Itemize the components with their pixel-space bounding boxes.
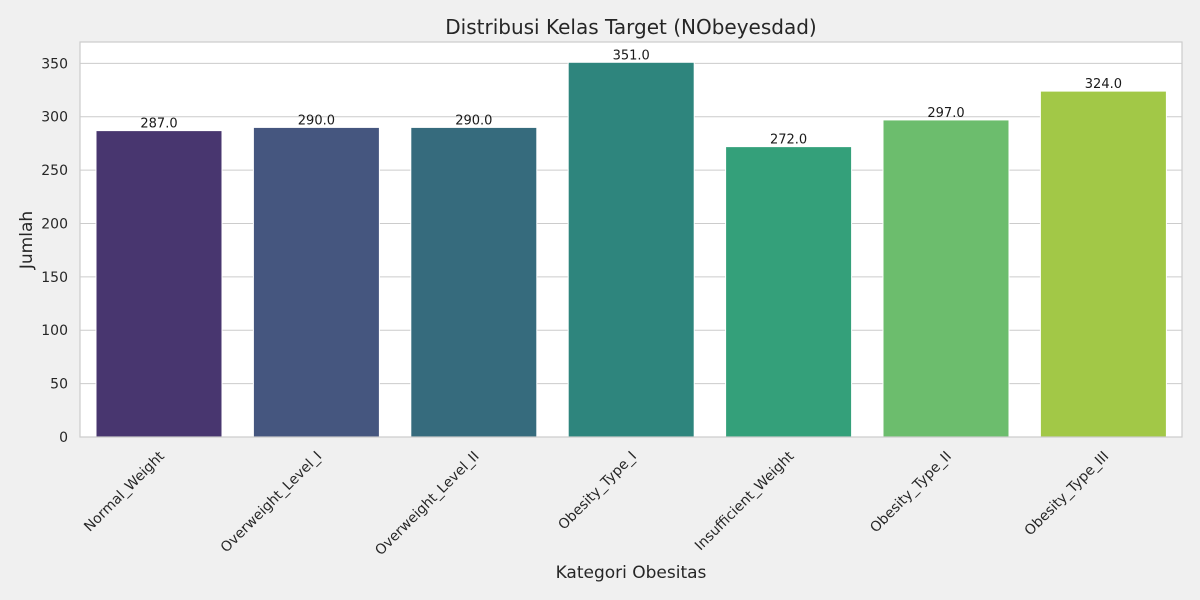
bar-overweight-level-i <box>252 126 380 438</box>
y-tick-label: 0 <box>59 430 68 446</box>
x-axis-label: Kategori Obesitas <box>556 563 707 583</box>
data-label: 290.0 <box>455 113 492 128</box>
x-tick-label: Obesity_Type_II <box>867 449 955 537</box>
x-tick-label: Overweight_Level_I <box>218 449 325 556</box>
data-label: 297.0 <box>927 106 964 121</box>
y-tick-label: 100 <box>41 323 68 339</box>
bar-normal-weight <box>95 130 223 438</box>
data-labels: 287.0 290.0 290.0 351.0 272.0 297.0 324.0 <box>140 48 1122 147</box>
chart-title: Distribusi Kelas Target (NObeyesdad) <box>445 15 816 39</box>
bar-obesity-type-iii <box>1039 90 1167 438</box>
bar-obesity-type-i <box>567 61 695 438</box>
x-tick-label: Insufficient_Weight <box>692 448 798 554</box>
bar-insufficient-weight <box>725 146 853 438</box>
y-tick-label: 50 <box>50 377 68 393</box>
x-tick-label: Normal_Weight <box>81 448 168 535</box>
bars <box>95 61 1167 438</box>
x-axis-ticks: Normal_Weight Overweight_Level_I Overweigh… <box>81 448 1112 559</box>
data-label: 324.0 <box>1085 77 1122 92</box>
data-label: 272.0 <box>770 133 807 148</box>
y-tick-label: 250 <box>41 163 68 179</box>
data-label: 290.0 <box>298 113 335 128</box>
bar-overweight-level-ii <box>410 126 538 438</box>
y-tick-label: 200 <box>41 216 68 232</box>
data-label: 351.0 <box>613 48 650 63</box>
plot-frame <box>79 41 1183 438</box>
x-tick-label: Obesity_Type_III <box>1022 449 1113 540</box>
y-axis-ticks: 0 50 100 150 200 250 300 350 <box>41 56 68 446</box>
y-axis-label: Jumlah <box>17 211 37 270</box>
y-tick-label: 150 <box>41 270 68 286</box>
y-tick-label: 300 <box>41 110 68 126</box>
x-tick-label: Obesity_Type_I <box>555 449 640 534</box>
x-tick-label: Overweight_Level_II <box>372 449 482 559</box>
bar-obesity-type-ii <box>882 119 1010 438</box>
data-label: 287.0 <box>140 117 177 132</box>
y-tick-label: 350 <box>41 56 68 72</box>
